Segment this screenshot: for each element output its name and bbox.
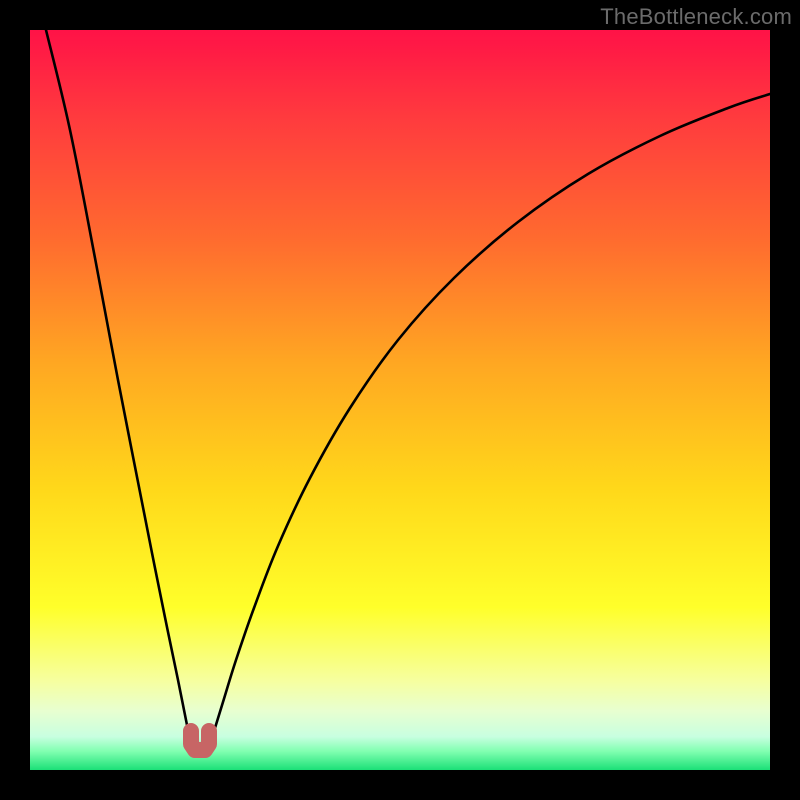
chart-canvas: TheBottleneck.com — [0, 0, 800, 800]
bottleneck-curve-chart — [0, 0, 800, 800]
plot-background-gradient — [30, 30, 770, 770]
watermark-text: TheBottleneck.com — [600, 4, 792, 30]
